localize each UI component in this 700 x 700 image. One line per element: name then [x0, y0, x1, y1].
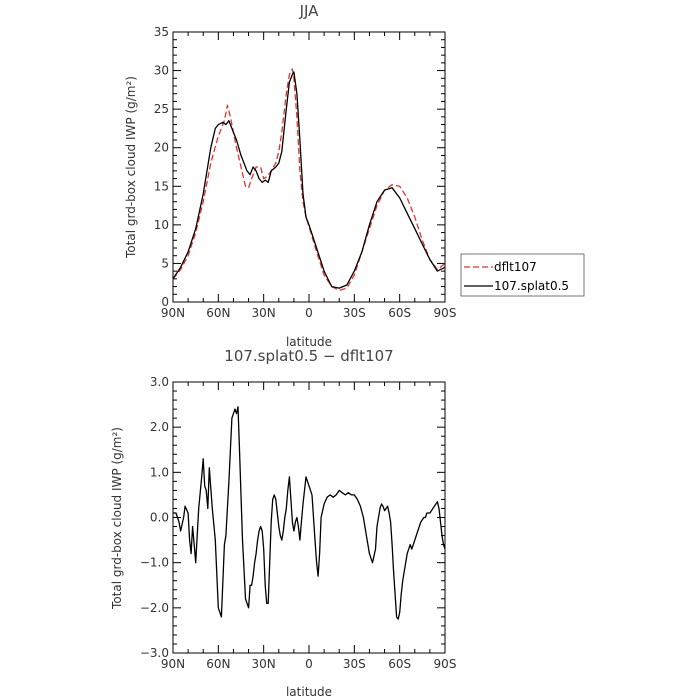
y-tick-label: 2.0	[150, 420, 169, 434]
plot-frame	[172, 31, 446, 303]
x-tick-label: 30S	[343, 657, 366, 671]
y-tick-label: 25	[154, 102, 169, 116]
y-tick-label: 3.0	[150, 375, 169, 389]
x-tick-label: 60N	[206, 657, 230, 671]
x-tick-label: 60S	[388, 306, 411, 320]
plot-area: 90N 60N 30N 0 30S 60S 90S 0 5 10 15 20 25 30 35	[154, 25, 457, 320]
x-axis-label: latitude	[286, 335, 332, 349]
plot-area: 90N 60N 30N 0 30S 60S 90S −3.0 −2.0 −1.0 0.0 1.0 2.0…	[140, 375, 457, 671]
y-tick-label: 1.0	[150, 465, 169, 479]
y-axis-label: Total grd-box cloud IWP (g/m²)	[124, 76, 138, 259]
series-line-diff	[173, 406, 446, 620]
legend-label-dflt107: dflt107	[494, 260, 537, 274]
y-tick-label: 0	[161, 295, 169, 309]
legend-box	[460, 253, 585, 297]
y-tick-label: 10	[154, 218, 169, 232]
chart-top: JJA 90N 60N 30N 0 30S 60S 90S 0 5 10 15 20 25 30 35 To…	[124, 2, 585, 349]
x-tick-label: 0	[305, 657, 313, 671]
legend-label-splat: 107.splat0.5	[494, 279, 569, 293]
x-tick-label: 30N	[252, 657, 276, 671]
chart-title: JJA	[299, 2, 320, 20]
y-tick-label: 30	[154, 64, 169, 78]
y-tick-label: −1.0	[140, 556, 169, 570]
y-tick-label: −2.0	[140, 601, 169, 615]
legend: dflt107 107.splat0.5	[460, 253, 585, 297]
x-tick-label: 0	[305, 306, 313, 320]
x-tick-label: 60S	[388, 657, 411, 671]
y-tick-label: 5	[161, 256, 169, 270]
chart-title: 107.splat0.5 − dflt107	[224, 347, 393, 365]
x-tick-label: 90N	[161, 657, 185, 671]
y-axis-label: Total grd-box cloud IWP (g/m²)	[110, 427, 124, 610]
x-tick-label: 90S	[434, 657, 457, 671]
y-tick-label: 35	[154, 25, 169, 39]
series-line-dflt107	[172, 68, 446, 292]
chart-bottom: 107.splat0.5 − dflt107 90N 60N 30N 0 30S 60S 9…	[110, 347, 456, 699]
series-line-107-splat0-5	[172, 71, 446, 289]
y-tick-label: 0.0	[150, 511, 169, 525]
x-tick-label: 30N	[252, 306, 276, 320]
y-tick-label: −3.0	[140, 646, 169, 660]
x-tick-label: 90S	[434, 306, 457, 320]
x-axis-label: latitude	[286, 685, 332, 699]
y-tick-label: 15	[154, 179, 169, 193]
x-tick-label: 90N	[161, 306, 185, 320]
x-tick-label: 30S	[343, 306, 366, 320]
x-tick-label: 60N	[206, 306, 230, 320]
y-tick-label: 20	[154, 141, 169, 155]
